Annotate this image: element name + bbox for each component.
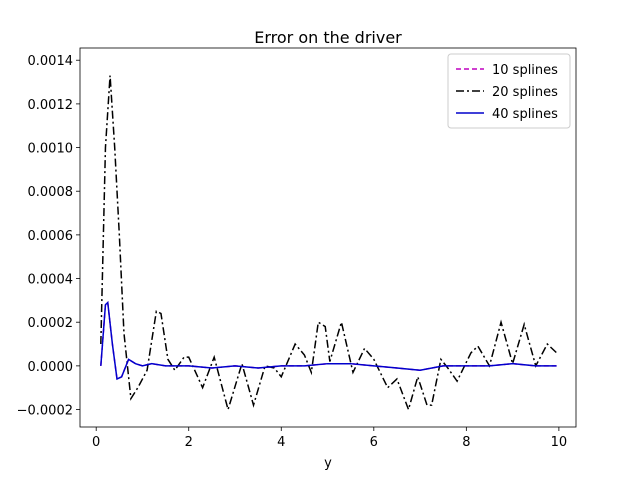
legend-box	[447, 53, 571, 129]
line-series	[100, 75, 558, 413]
y-tick-label: −0.0002	[17, 404, 73, 419]
y-tick-label: 0.0012	[28, 98, 74, 113]
x-tick-label: 0	[92, 435, 100, 450]
axes-frame	[79, 47, 577, 428]
y-tick-label: 0.0008	[28, 185, 74, 200]
legend-label: 10 splines	[492, 63, 558, 78]
x-axis-label: y	[324, 456, 332, 471]
y-tick-label: 0.0014	[28, 54, 74, 69]
x-tick-label: 10	[551, 435, 568, 450]
x-tick-label: 4	[277, 435, 285, 450]
x-tick-label: 8	[462, 435, 470, 450]
chart-title: Error on the driver	[254, 28, 402, 47]
legend-label: 20 splines	[492, 85, 558, 100]
x-tick-label: 6	[370, 435, 378, 450]
y-tick-label: 0.0000	[28, 360, 74, 375]
y-tick-label: 0.0010	[28, 142, 74, 157]
x-tick-label: 2	[185, 435, 193, 450]
y-tick-label: 0.0006	[28, 229, 74, 244]
y-tick-label: 0.0004	[28, 273, 74, 288]
legend-label: 40 splines	[492, 107, 558, 122]
line-series	[100, 300, 557, 381]
y-tick-label: 0.0002	[28, 316, 74, 331]
